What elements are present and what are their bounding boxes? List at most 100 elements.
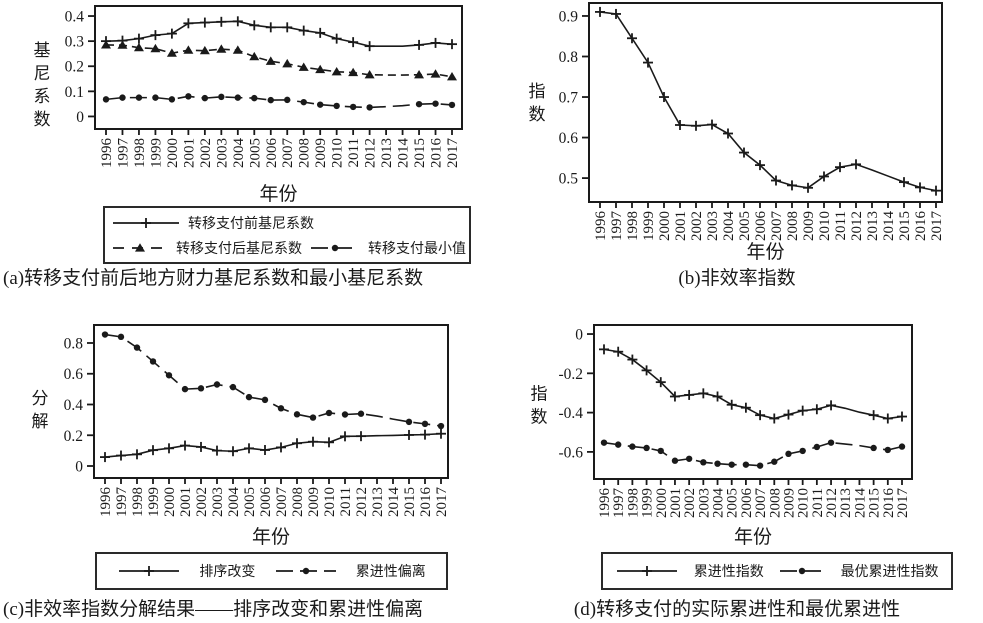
svg-text:2007: 2007 [280,138,296,169]
svg-text:2002: 2002 [689,211,705,241]
svg-text:2014: 2014 [396,138,412,169]
svg-text:1998: 1998 [625,211,641,241]
svg-text:2009: 2009 [313,138,329,168]
svg-text:年份: 年份 [746,241,784,262]
svg-text:2009: 2009 [801,211,817,241]
svg-text:2012: 2012 [849,211,865,241]
chart-d-progressivity-line-plot: 0-0.2-0.4-0.6199619971998199920002001200… [531,324,913,548]
svg-text:2012: 2012 [354,487,370,517]
svg-text:2005: 2005 [725,488,741,518]
svg-text:2013: 2013 [838,488,854,518]
svg-text:2003: 2003 [214,138,230,168]
svg-text:1996: 1996 [98,487,114,518]
svg-text:2013: 2013 [865,211,881,241]
svg-text:2010: 2010 [322,487,338,517]
svg-text:2007: 2007 [769,211,785,242]
chart-c-legend: 排序改变 累进性偏离 [95,552,448,590]
svg-text:数: 数 [531,408,548,428]
svg-text:2016: 2016 [881,488,897,519]
svg-text:2004: 2004 [231,137,247,168]
svg-text:1997: 1997 [611,488,627,519]
plus-marker-solid-line-icon [615,563,679,579]
svg-text:2006: 2006 [264,138,280,169]
svg-text:2017: 2017 [895,488,911,519]
svg-text:2002: 2002 [682,488,698,518]
svg-text:2007: 2007 [753,488,769,519]
svg-text:1998: 1998 [130,487,146,517]
svg-text:2017: 2017 [434,487,450,518]
svg-text:0.9: 0.9 [559,8,579,25]
svg-text:0: 0 [575,327,583,344]
svg-text:2001: 2001 [668,488,684,518]
legend-label-progressivity-index: 累进性指数 [693,564,764,580]
svg-text:2000: 2000 [165,138,181,168]
svg-text:0.1: 0.1 [65,84,84,101]
svg-text:2014: 2014 [881,211,897,242]
svg-text:0: 0 [76,109,84,126]
chart-d-legend: 累进性指数 最优累进性指数 [601,552,953,590]
svg-text:2001: 2001 [181,138,197,168]
svg-text:1996: 1996 [593,211,609,242]
svg-text:2010: 2010 [330,138,346,168]
svg-text:1999: 1999 [641,211,657,241]
svg-text:2011: 2011 [338,487,354,516]
svg-text:2003: 2003 [705,211,721,241]
svg-text:1999: 1999 [146,487,162,517]
legend-label-reranking: 排序改变 [199,564,256,580]
plus-marker-solid-line-icon [111,215,181,231]
svg-text:2017: 2017 [929,211,945,242]
svg-text:2015: 2015 [412,138,428,168]
svg-text:0.7: 0.7 [559,90,579,107]
panel-chart-d: 0 -0.2 -0.4 -0.6 1996 1997 1998 1999 2000 2001 200… [491,310,983,623]
svg-text:0.8: 0.8 [559,49,579,66]
chart-a-legend: 转移支付前基尼系数 转移支付后基尼系数 转移支付最小值 [103,206,471,264]
svg-text:1996: 1996 [597,488,613,519]
svg-text:年份: 年份 [259,183,297,205]
svg-text:2016: 2016 [913,211,929,242]
svg-text:1997: 1997 [115,138,131,169]
svg-text:2002: 2002 [198,138,214,168]
svg-text:数: 数 [34,110,51,130]
circle-marker-dash-line-icon [778,563,826,579]
svg-text:系: 系 [34,87,51,107]
svg-text:2015: 2015 [897,211,913,241]
svg-text:2005: 2005 [247,138,263,168]
svg-text:1999: 1999 [148,138,164,168]
svg-text:基: 基 [34,41,51,61]
svg-text:2014: 2014 [852,488,868,519]
caption-chart-d: (d)转移支付的实际累进性和最优累进性 [573,599,901,620]
legend-label-optimal-progressivity-index: 最优累进性指数 [840,564,939,580]
svg-text:2001: 2001 [178,487,194,517]
svg-text:指: 指 [529,82,546,102]
svg-text:2005: 2005 [737,211,753,241]
svg-text:2006: 2006 [258,487,274,518]
legend-row: 累进性指数 最优累进性指数 [605,554,949,588]
svg-text:指: 指 [531,385,548,405]
circle-marker-dash-line-icon [309,240,361,256]
svg-text:2000: 2000 [657,211,673,241]
svg-text:1996: 1996 [99,138,115,169]
svg-text:2014: 2014 [386,487,402,518]
svg-text:1997: 1997 [114,487,130,518]
svg-text:2003: 2003 [210,487,226,517]
svg-text:0.4: 0.4 [65,9,85,26]
svg-text:2003: 2003 [696,488,712,518]
svg-text:解: 解 [32,412,49,432]
svg-text:2010: 2010 [817,211,833,241]
panel-chart-b: 0.5 0.6 0.7 0.8 0.9 1996 1997 1998 1999 2000 2001 2… [491,0,983,310]
svg-text:1998: 1998 [625,488,641,518]
svg-text:0.6: 0.6 [64,366,84,383]
svg-text:2009: 2009 [306,487,322,517]
svg-text:2000: 2000 [162,487,178,517]
legend-label-post-transfer-gini: 转移支付后基尼系数 [176,240,302,257]
svg-text:2004: 2004 [721,211,737,242]
legend-label-pre-transfer-gini: 转移支付前基尼系数 [188,215,314,232]
legend-row: 转移支付前基尼系数 [111,210,463,235]
legend-row: 转移支付后基尼系数 转移支付最小值 [111,235,466,260]
svg-text:2008: 2008 [290,487,306,517]
svg-text:2001: 2001 [673,211,689,241]
svg-text:2002: 2002 [194,487,210,517]
